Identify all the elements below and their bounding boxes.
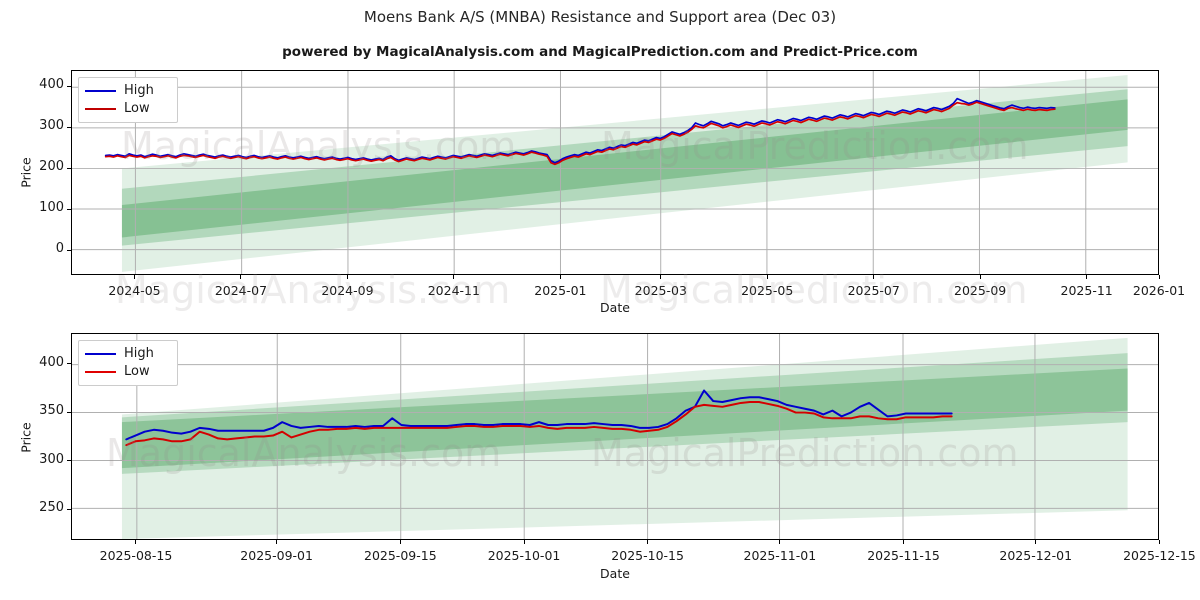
x-tickmark: [660, 275, 662, 279]
x-tick-label: 2025-11-01: [743, 548, 817, 563]
x-tick-label: 2025-11: [1060, 283, 1113, 298]
x-tickmark: [766, 275, 768, 279]
y-tickmark: [67, 167, 71, 169]
x-tick-label: 2025-03: [634, 283, 687, 298]
legend-entry-high-detail: High: [85, 345, 170, 363]
x-tickmark: [453, 275, 455, 279]
series-line-low: [104, 101, 1056, 166]
x-tick-label: 2025-05: [741, 283, 794, 298]
legend-swatch-high-detail: [85, 353, 116, 355]
detail-x-axis-label: Date: [600, 566, 630, 581]
support-resistance-band-core: [121, 368, 1128, 469]
overview-x-axis-label: Date: [600, 300, 630, 315]
x-tick-label: 2024-09: [321, 283, 374, 298]
overview-plot-svg: [72, 71, 1158, 274]
x-tickmark: [873, 275, 875, 279]
series-line-low: [125, 401, 953, 447]
series-line-high: [104, 97, 1056, 164]
x-tickmark: [1086, 275, 1088, 279]
x-tickmark: [134, 275, 136, 279]
x-tickmark: [399, 540, 401, 544]
legend-swatch-high: [85, 90, 116, 92]
y-tickmark: [67, 508, 71, 510]
x-tick-label: 2026-01: [1132, 283, 1186, 298]
x-tick-label: 2025-12-01: [999, 548, 1073, 563]
legend-label-low-detail: Low: [124, 364, 150, 379]
x-tick-label: 2025-01: [534, 283, 587, 298]
y-tickmark: [67, 249, 71, 251]
legend-swatch-low: [85, 108, 116, 110]
x-tick-label: 2025-10-15: [611, 548, 684, 563]
y-tickmark: [67, 460, 71, 462]
x-tickmark: [1158, 275, 1160, 279]
legend-swatch-low-detail: [85, 371, 116, 373]
x-tickmark: [903, 540, 905, 544]
x-tick-label: 2025-08-15: [99, 548, 173, 563]
x-tick-label: 2025-09-01: [240, 548, 313, 563]
x-tick-label: 2025-12-15: [1123, 548, 1196, 563]
legend-label-high: High: [124, 83, 154, 98]
x-tick-label: 2025-09: [954, 283, 1007, 298]
y-tickmark: [67, 85, 71, 87]
y-tickmark: [67, 363, 71, 365]
x-tickmark: [276, 540, 278, 544]
y-tick-label: 400: [39, 77, 64, 93]
y-tick-label: 300: [39, 118, 64, 134]
overview-plot-area: [71, 70, 1159, 275]
y-tick-label: 0: [55, 241, 64, 257]
support-resistance-band-mid: [121, 353, 1128, 474]
y-tick-label: 200: [39, 159, 64, 175]
x-tick-label: 2025-11-15: [867, 548, 940, 563]
y-tickmark: [67, 411, 71, 413]
x-tickmark: [647, 540, 649, 544]
legend-label-high-detail: High: [124, 346, 154, 361]
x-tickmark: [1158, 540, 1160, 544]
x-tickmark: [346, 275, 348, 279]
overview-chart-panel: MagicalAnalysis.com MagicalPrediction.co…: [71, 70, 1159, 275]
legend-label-low: Low: [124, 101, 150, 116]
y-tick-label: 100: [39, 200, 64, 216]
detail-chart-panel: MagicalAnalysis.com MagicalPrediction.co…: [71, 333, 1159, 540]
x-tickmark: [1035, 540, 1037, 544]
x-tick-label: 2025-10-01: [487, 548, 561, 563]
x-tick-label: 2024-07: [214, 283, 268, 298]
legend-entry-high: High: [85, 82, 170, 100]
y-tick-label: 250: [39, 500, 64, 516]
x-tickmark: [779, 540, 781, 544]
detail-legend: High Low: [78, 340, 178, 386]
y-tick-label: 400: [39, 354, 64, 370]
x-tick-label: 2025-07: [847, 283, 900, 298]
detail-plot-svg: [72, 334, 1158, 539]
page-subtitle: powered by MagicalAnalysis.com and Magic…: [282, 44, 918, 60]
y-tickmark: [67, 208, 71, 210]
legend-entry-low-detail: Low: [85, 363, 170, 381]
page-title: Moens Bank A/S (MNBA) Resistance and Sup…: [363, 8, 837, 26]
legend-entry-low: Low: [85, 100, 170, 118]
series-line-high: [125, 389, 953, 441]
y-tick-label: 350: [39, 403, 64, 419]
x-tickmark: [559, 275, 561, 279]
detail-plot-area: [71, 333, 1159, 540]
y-tickmark: [67, 126, 71, 128]
x-tick-label: 2025-09-15: [364, 548, 437, 563]
x-tick-label: 2024-11: [427, 283, 480, 298]
y-tick-label: 300: [39, 451, 64, 467]
x-tickmark: [979, 275, 981, 279]
x-tickmark: [240, 275, 242, 279]
x-tickmark: [523, 540, 525, 544]
x-tickmark: [135, 540, 137, 544]
overview-legend: High Low: [78, 77, 178, 123]
x-tick-label: 2024-05: [108, 283, 161, 298]
